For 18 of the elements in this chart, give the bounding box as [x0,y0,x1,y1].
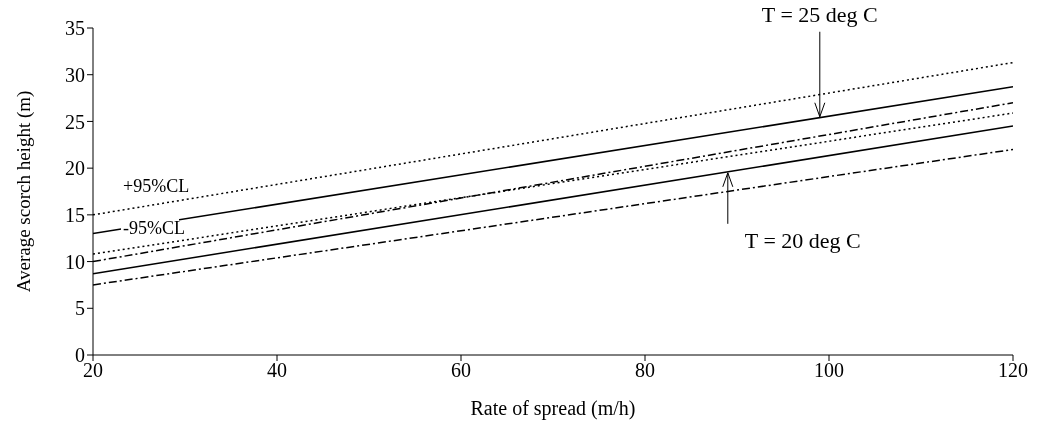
x-tick-label: 100 [814,359,844,382]
x-tick-label: 40 [267,359,287,382]
y-tick-label: 35 [65,17,85,40]
y-tick-label: 15 [65,203,85,226]
x-axis-title: Rate of spread (m/h) [470,397,636,420]
y-tick-label: 30 [65,63,85,86]
y-tick-label: 25 [65,110,85,133]
x-tick-label: 60 [451,359,471,382]
y-tick-label: 10 [65,250,85,273]
x-tick-label: 80 [635,359,655,382]
y-tick-label: 0 [75,344,85,367]
y-tick-label: 5 [75,297,85,320]
y-tick-label: 20 [65,157,85,180]
annotation: +95%CL [123,175,190,196]
x-tick-label: 120 [998,359,1028,382]
y-axis-title: Average scorch height (m) [12,90,35,293]
annotation: -95%CL [123,218,185,239]
annotation: T = 20 deg C [744,227,861,253]
